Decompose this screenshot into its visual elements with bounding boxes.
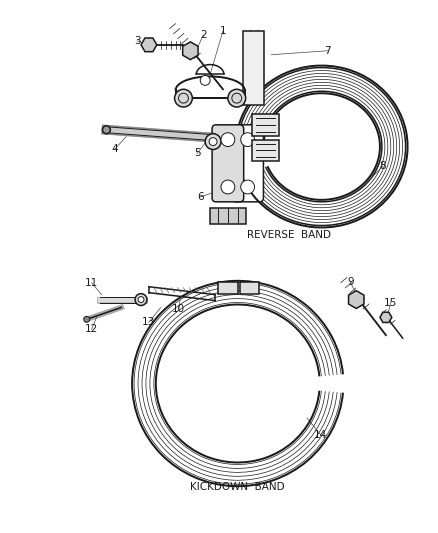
Circle shape — [208, 134, 216, 142]
Circle shape — [138, 296, 144, 303]
Circle shape — [174, 89, 192, 107]
Text: 9: 9 — [346, 277, 353, 287]
Text: REVERSE  BAND: REVERSE BAND — [247, 230, 330, 240]
Circle shape — [102, 126, 110, 134]
Text: 10: 10 — [172, 304, 185, 314]
Bar — [239, 282, 259, 294]
Text: 1: 1 — [219, 26, 226, 36]
Text: 7: 7 — [324, 46, 330, 56]
Polygon shape — [182, 42, 198, 60]
Bar — [242, 31, 264, 105]
Text: 2: 2 — [199, 30, 206, 40]
Text: 11: 11 — [85, 278, 98, 288]
FancyBboxPatch shape — [231, 125, 263, 202]
Circle shape — [84, 317, 89, 322]
Polygon shape — [379, 312, 391, 322]
Text: KICKDOWN  BAND: KICKDOWN BAND — [190, 482, 284, 492]
FancyBboxPatch shape — [212, 125, 243, 202]
Bar — [210, 208, 245, 223]
Text: 5: 5 — [194, 149, 200, 158]
Polygon shape — [348, 290, 363, 309]
Circle shape — [220, 180, 234, 194]
Circle shape — [208, 138, 216, 146]
Circle shape — [240, 133, 254, 147]
Text: 6: 6 — [197, 192, 203, 202]
Circle shape — [240, 180, 254, 194]
Bar — [218, 282, 237, 294]
Circle shape — [135, 294, 147, 305]
Text: 13: 13 — [142, 317, 155, 327]
Text: 14: 14 — [313, 430, 327, 440]
Text: 3: 3 — [134, 36, 140, 46]
Bar — [251, 114, 279, 136]
Text: 12: 12 — [85, 324, 98, 334]
Bar — [251, 140, 279, 161]
Circle shape — [227, 89, 245, 107]
Circle shape — [200, 76, 210, 85]
Circle shape — [205, 134, 220, 149]
Text: 8: 8 — [379, 161, 385, 171]
Polygon shape — [141, 38, 156, 52]
Text: 15: 15 — [383, 297, 396, 308]
Text: 4: 4 — [111, 144, 117, 155]
Circle shape — [220, 133, 234, 147]
